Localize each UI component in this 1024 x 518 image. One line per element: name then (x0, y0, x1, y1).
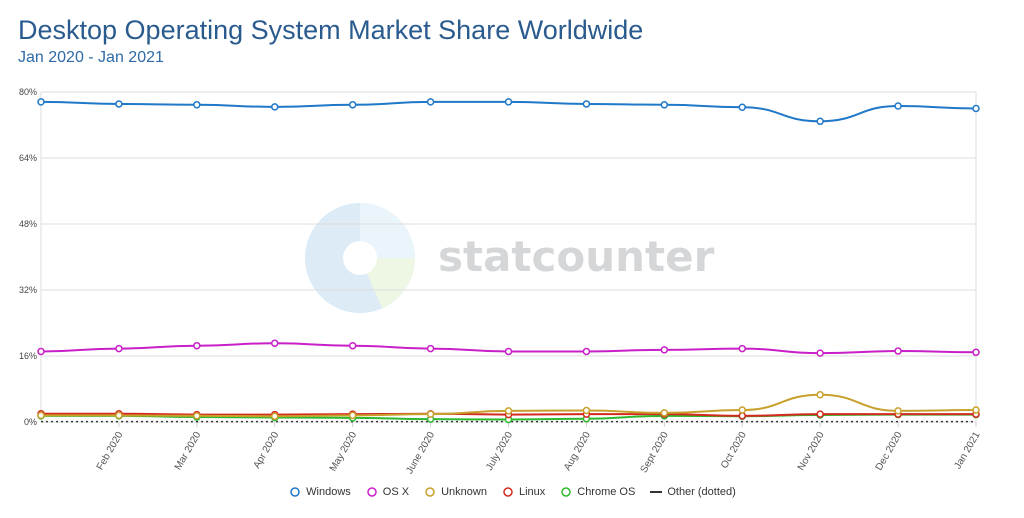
series-group (37, 98, 980, 424)
legend-marker-icon (290, 487, 300, 497)
x-tick-label: Mar 2020 (173, 430, 204, 472)
legend-marker-icon (650, 491, 663, 493)
data-point-os-x (816, 349, 824, 357)
data-point-unknown (660, 409, 669, 417)
data-point-windows (738, 103, 746, 112)
y-tick-label: 48% (19, 219, 37, 229)
x-tick-label: Oct 2020 (719, 430, 749, 471)
x-tick-label: Apr 2020 (252, 430, 282, 471)
legend-item-os-x[interactable]: OS X (365, 486, 409, 498)
legend-label: Linux (518, 486, 546, 498)
data-point-os-x (37, 347, 45, 356)
legend-label: OS X (382, 486, 410, 498)
x-tick-label: Aug 2020 (562, 430, 593, 473)
watermark-text: statcounter (438, 232, 715, 281)
legend-marker-icon (425, 487, 435, 497)
chart-subtitle: Jan 2020 - Jan 2021 (18, 49, 164, 66)
legend-marker-icon (367, 487, 377, 497)
data-point-windows (582, 100, 591, 108)
data-point-windows (115, 100, 123, 108)
y-tick-label: 64% (19, 153, 37, 163)
x-tick-label: May 2020 (328, 430, 360, 474)
data-point-windows (193, 101, 201, 109)
legend-item-unknown[interactable]: Unknown (423, 486, 487, 498)
data-point-os-x (115, 344, 123, 353)
data-point-unknown (738, 406, 746, 414)
data-point-os-x (193, 341, 201, 350)
statcounter-watermark: statcounter (305, 203, 715, 313)
watermark-slice (360, 203, 415, 258)
data-point-os-x (504, 347, 513, 356)
data-point-os-x (426, 344, 435, 353)
data-point-unknown (348, 411, 357, 420)
data-point-windows (816, 117, 824, 126)
x-tick-label: Dec 2020 (874, 430, 905, 473)
data-point-unknown (426, 410, 435, 418)
data-point-unknown (504, 407, 513, 415)
y-tick-label: 0% (24, 417, 37, 427)
legend-label: Chrome OS (577, 486, 636, 498)
legend-label: Other (dotted) (667, 486, 736, 498)
grid-lines (40, 91, 977, 427)
watermark-slice (360, 258, 415, 308)
y-tick-label: 80% (19, 87, 37, 97)
data-point-windows (37, 98, 45, 106)
legend-item-linux[interactable]: Linux (501, 486, 545, 498)
chart-title: Desktop Operating System Market Share Wo… (18, 15, 644, 45)
y-tick-label: 32% (19, 285, 37, 295)
data-point-windows (426, 98, 435, 106)
legend-item-other-dotted[interactable]: Other (dotted) (649, 486, 736, 498)
data-point-os-x (660, 346, 669, 354)
data-point-unknown (115, 411, 123, 420)
data-point-os-x (972, 348, 980, 357)
data-point-unknown (972, 406, 980, 414)
legend-label: Unknown (441, 486, 487, 498)
legend-item-windows[interactable]: Windows (288, 486, 351, 498)
watermark-hole (343, 241, 377, 275)
data-point-windows (348, 101, 357, 109)
x-tick-label: Jan 2021 (952, 430, 982, 472)
data-point-os-x (894, 347, 902, 355)
y-tick-label: 16% (19, 351, 37, 361)
data-point-windows (504, 98, 513, 106)
data-point-os-x (582, 347, 591, 356)
data-point-windows (972, 104, 980, 113)
data-point-linux (816, 410, 824, 418)
data-point-windows (894, 102, 902, 110)
data-point-windows (271, 103, 279, 111)
legend-marker-icon (503, 487, 513, 497)
data-point-unknown (193, 412, 201, 420)
legend: Windows OS X Unknown Linux Chrome OS Other (d… (0, 486, 1024, 498)
data-point-os-x (738, 344, 746, 353)
x-tick-label: Sept 2020 (639, 430, 672, 475)
data-point-unknown (582, 406, 591, 415)
data-point-unknown (271, 412, 279, 420)
x-tick-label: Feb 2020 (95, 430, 126, 472)
legend-item-chrome-os[interactable]: Chrome OS (559, 486, 635, 498)
data-point-os-x (271, 339, 279, 347)
data-point-windows (660, 101, 669, 109)
y-axis-ticks: 0% 16% 32% 48% 64% 80% (19, 87, 37, 427)
legend-label: Windows (306, 486, 351, 498)
legend-marker-icon (561, 487, 571, 497)
x-tick-label: July 2020 (484, 430, 515, 473)
x-tick-label: Nov 2020 (796, 430, 827, 473)
data-point-os-x (348, 341, 357, 350)
data-point-unknown (816, 391, 824, 399)
x-tick-label: June 2020 (404, 430, 437, 476)
data-point-unknown (37, 411, 45, 420)
data-point-unknown (894, 407, 902, 415)
x-axis-ticks: Feb 2020 Mar 2020 Apr 2020 May 2020 June 202… (95, 430, 983, 476)
